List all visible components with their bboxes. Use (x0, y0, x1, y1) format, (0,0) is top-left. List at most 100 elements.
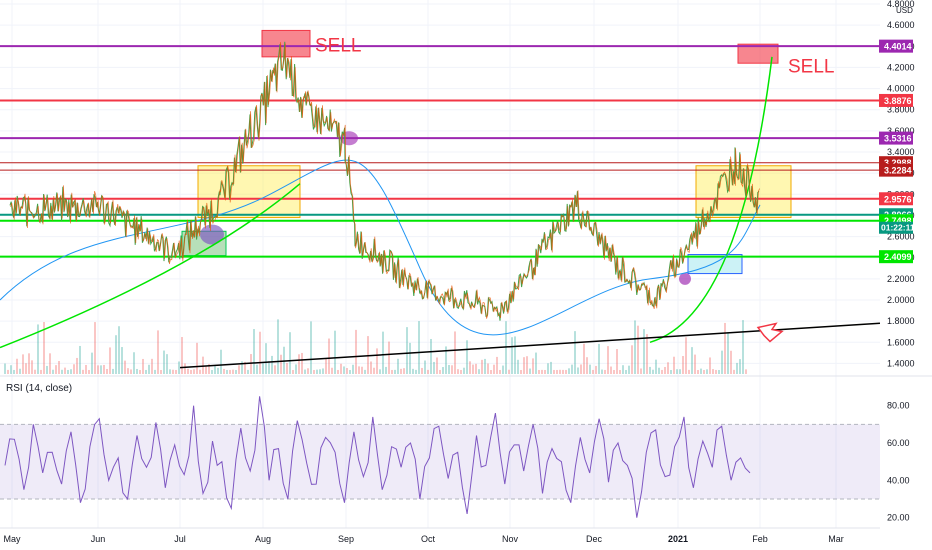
volume-bar (55, 365, 57, 374)
sell-label: SELL (315, 36, 361, 57)
volume-bar (406, 327, 408, 374)
volume-bar (157, 330, 159, 374)
volume-bar (526, 356, 528, 374)
rsi-title: RSI (14, close) (6, 383, 72, 394)
volume-bar (700, 368, 702, 374)
volume-bar (427, 369, 429, 374)
volume-bar (691, 347, 693, 374)
time-tick: Nov (502, 534, 519, 544)
volume-bar (238, 365, 240, 374)
level-tag-bg (879, 192, 913, 206)
volume-bar (559, 369, 561, 374)
volume-bar (337, 369, 339, 374)
price-axis: 4.80004.60004.40004.20004.00003.80003.60… (887, 0, 915, 368)
volume-bar (40, 369, 42, 374)
volume-bar (385, 366, 387, 374)
volume-bar (598, 343, 600, 374)
volume-bar (658, 367, 660, 374)
volume-bar (562, 369, 564, 374)
level-tag: 3.2988 (884, 158, 912, 168)
volume-bar (262, 363, 264, 374)
volume-bar (178, 361, 180, 374)
volume-bar (661, 369, 663, 374)
volume-bar (607, 346, 609, 374)
volume-bar (496, 356, 498, 374)
volume-bar (643, 329, 645, 374)
volume-bar (604, 369, 606, 374)
volume-bar (412, 368, 414, 374)
countdown-bg (879, 221, 913, 234)
volume-bar (364, 369, 366, 374)
volume-bar (145, 369, 147, 374)
volume-bar (616, 349, 618, 374)
price-tick: 1.8000 (887, 316, 915, 326)
level-tag: 2.4099 (884, 252, 912, 262)
volume-bar (514, 336, 516, 374)
volume-bar (619, 369, 621, 374)
volume-bar (331, 367, 333, 374)
volume-bar (478, 369, 480, 374)
volume-bar (670, 370, 672, 374)
volume-bar (376, 348, 378, 374)
volume-bar (265, 343, 267, 374)
price-line-orange (10, 42, 760, 319)
volume-bar (43, 321, 45, 374)
volume-bar (139, 369, 141, 374)
volume-bar (634, 320, 636, 374)
volume-bar (451, 365, 453, 374)
volume-bar (442, 367, 444, 374)
volume-bar (112, 368, 114, 374)
countdown-tag: 01:22:11 (881, 223, 915, 233)
volume-bar (196, 342, 198, 374)
volume-bar (472, 364, 474, 374)
volume-bar (211, 369, 213, 374)
volume-bar (319, 369, 321, 374)
volume-bar (148, 364, 150, 374)
volume-bar (184, 363, 186, 374)
volume-bar (556, 369, 558, 374)
volume-bar (229, 369, 231, 374)
volume-bar (382, 331, 384, 374)
volume-bar (310, 321, 312, 374)
rsi-tick: 20.00 (887, 513, 910, 523)
volume-bar (7, 369, 9, 374)
rsi-line (4, 396, 751, 518)
volume-bar (445, 346, 447, 374)
volume-bar (142, 358, 144, 374)
volume-bar (28, 353, 30, 374)
volume-bar (286, 363, 288, 374)
price-tick: 1.6000 (887, 337, 915, 347)
volume-bar (100, 365, 102, 374)
volume-bar (226, 369, 228, 374)
volume-bar (610, 366, 612, 374)
volume-bar (694, 354, 696, 374)
price-tick: 4.2000 (887, 62, 915, 72)
volume-bar (301, 352, 303, 374)
moving-average (0, 159, 761, 336)
volume-bar (613, 370, 615, 374)
volume-bar (523, 357, 525, 374)
volume-bar (151, 358, 153, 374)
rsi-tick: 60.00 (887, 438, 910, 448)
volume-bar (292, 369, 294, 374)
volume-bar (469, 361, 471, 374)
volume-bar (193, 369, 195, 374)
volume-bar (511, 337, 513, 374)
volume-bar (499, 369, 501, 374)
volume-bar (115, 335, 117, 374)
volume-bar (409, 342, 411, 374)
volume-bar (31, 360, 33, 374)
volume-bar (745, 369, 747, 374)
sell-label: SELL (788, 57, 834, 78)
volume-bar (163, 350, 165, 374)
volume-bar (361, 366, 363, 374)
volume-bar (664, 366, 666, 374)
volume-bar (481, 359, 483, 374)
volume-bar (685, 337, 687, 374)
volume-bar (463, 367, 465, 374)
volume-bar (130, 369, 132, 374)
price-tick: 1.4000 (887, 358, 915, 368)
volume-bar (730, 350, 732, 374)
volume-bar (136, 368, 138, 374)
